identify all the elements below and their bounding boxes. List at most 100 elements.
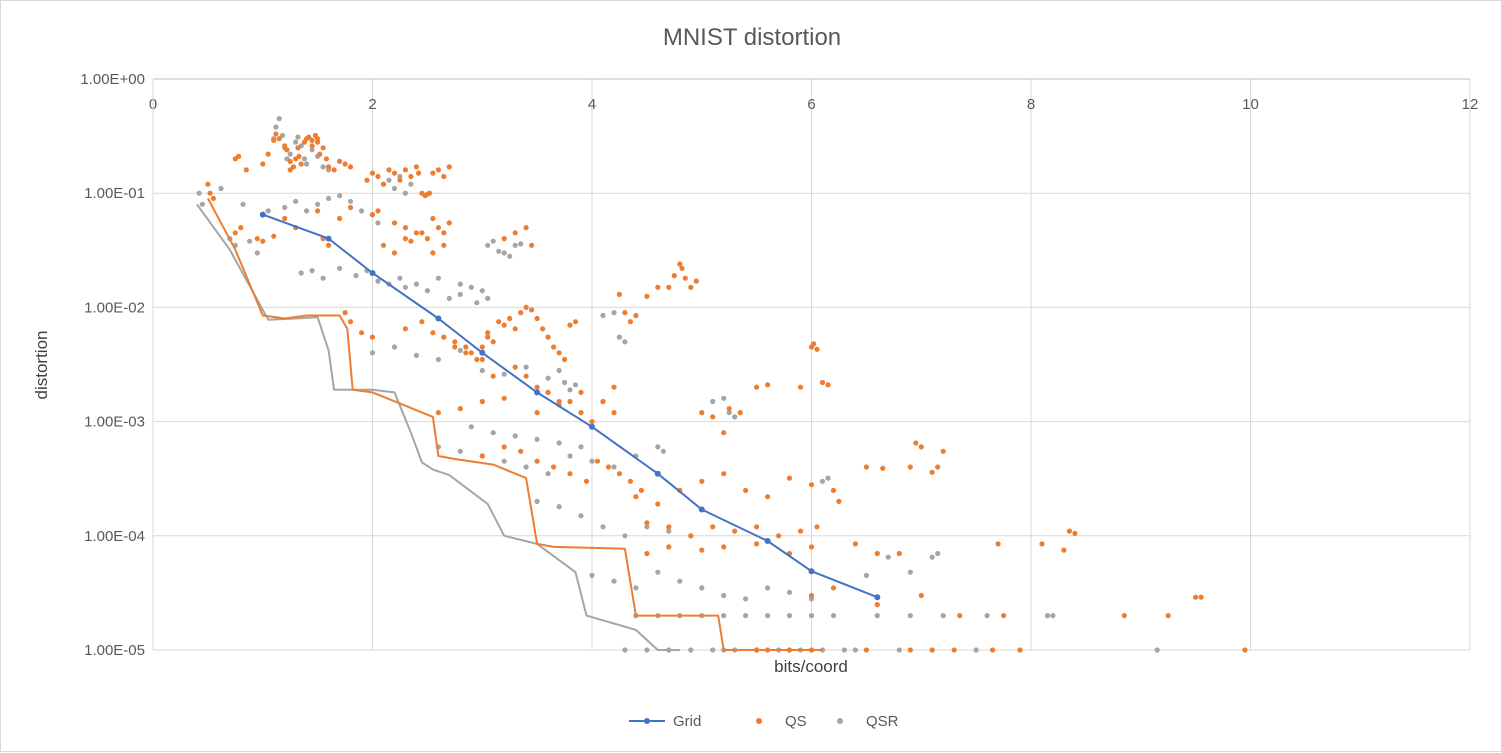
data-point-qs [518,448,524,454]
data-point-qsr [1044,613,1051,619]
data-point-qs [501,322,507,328]
data-point-qs [320,145,326,151]
data-point-qs [808,544,815,550]
data-point-qs [402,326,408,332]
data-point-qsr [304,161,310,167]
data-point-qs [797,384,804,390]
data-point-qs [507,315,513,322]
data-point-qs [315,208,321,214]
data-point-qsr [273,124,279,130]
data-point-qsr [402,284,408,290]
data-point-qs [765,382,771,388]
data-point-qs [534,410,540,416]
data-point-qs [260,161,266,167]
data-point-qs [863,647,870,653]
data-point-qs [754,541,760,547]
data-point-qs [990,647,996,653]
data-point-qs [207,190,213,196]
data-point-qs [512,364,518,370]
data-point-qs [529,307,535,313]
data-point-qsr [457,347,463,353]
series-qs-frontier [207,197,823,651]
data-point-qsr [611,310,617,316]
data-point-qs [512,326,518,332]
data-point-qs [430,330,436,336]
data-point-qs [666,544,672,550]
data-point-qsr [556,440,562,446]
series-qs [205,131,1248,653]
data-point-qsr [907,613,913,619]
legend-marker [644,718,650,724]
x-tick-label: 10 [1242,96,1259,113]
data-point-qs [419,230,425,236]
data-point-qs [271,137,277,143]
data-point-qsr [973,647,979,653]
legend-item-qsr: QSR [837,713,899,730]
data-point-qsr [326,195,332,201]
data-point-qs [337,158,343,164]
data-point-qs [479,356,485,363]
data-point-qsr [276,116,282,122]
data-point-qsr [501,458,507,464]
data-point-qsr [446,295,452,301]
data-point-qsr [196,190,202,196]
data-point-qs [814,346,820,352]
data-point-qs [441,334,447,340]
data-point-qs [331,167,337,173]
data-point-qsr [726,410,732,416]
data-point-qs [644,293,650,299]
data-point-qs [287,158,293,164]
data-point-qsr [534,498,540,504]
data-point-qs [386,167,392,173]
data-point-qsr [490,430,496,436]
data-point-qs [210,195,216,201]
data-point-qs [284,147,290,153]
data-point-qsr [501,250,507,256]
series-qsr [196,116,1160,653]
data-point-qsr [468,424,474,430]
data-point-grid [479,349,486,356]
series-qsr-frontier [196,203,680,651]
data-point-qsr [501,371,507,377]
x-tick-label: 2 [368,96,376,113]
data-point-qs [721,544,727,550]
data-point-qs [551,464,557,470]
data-point-qsr [633,585,639,591]
data-point-qs [940,448,946,454]
data-point-qs [957,613,963,619]
data-point-qsr [710,398,716,405]
legend-label: Grid [673,713,701,730]
data-point-qs [644,520,650,526]
data-point-qsr [677,578,683,584]
x-tick-label: 12 [1462,96,1479,113]
data-point-qs [551,344,557,350]
data-point-qs [545,389,551,395]
data-point-qs [627,319,634,325]
data-point-qsr [386,177,392,183]
data-point-qs [430,250,436,256]
data-point-qs [594,458,601,464]
y-axis-title: distortion [32,331,51,400]
legend-label: QSR [866,713,899,730]
data-point-qsr [852,647,859,653]
data-point-qsr [479,367,485,374]
data-point-qs [416,170,422,176]
data-point-qsr [666,528,672,534]
data-point-qs [874,602,880,608]
data-point-qsr [743,613,749,619]
data-point-qs [529,242,535,248]
data-point-qs [666,524,672,530]
data-point-qs [688,284,694,290]
data-point-qs [523,373,529,379]
data-point-qsr [512,433,518,439]
data-point-qsr [485,295,491,301]
data-point-qsr [474,300,480,306]
data-point-qsr [247,238,253,244]
data-point-qsr [721,613,727,619]
data-point-qs [446,164,452,170]
data-point-qs [408,173,414,180]
legend-marker [756,718,762,724]
data-point-qsr [874,613,880,619]
data-point-qsr [863,572,870,579]
data-point-qsr [309,147,315,153]
